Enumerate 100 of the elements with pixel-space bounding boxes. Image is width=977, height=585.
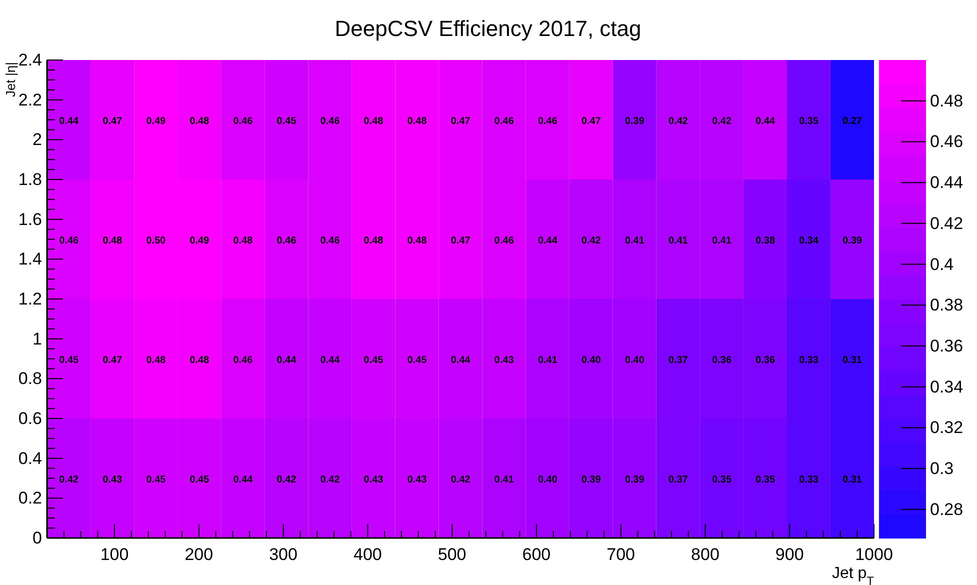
data-label: 0.31 [842, 474, 862, 486]
data-label: 0.47 [102, 116, 122, 127]
x-tick-label: 1000 [855, 545, 893, 564]
x-tick-label: 900 [775, 545, 804, 564]
data-label: 0.48 [364, 235, 384, 246]
data-label: 0.42 [450, 474, 471, 486]
data-label: 0.48 [190, 354, 210, 366]
data-label: 0.50 [146, 235, 166, 246]
color-bar-label: 0.38 [930, 296, 964, 315]
x-tick-label: 600 [522, 545, 551, 564]
data-label: 0.46 [59, 235, 79, 246]
data-label: 0.43 [407, 474, 428, 486]
data-label: 0.46 [233, 116, 254, 127]
data-label: 0.41 [494, 474, 514, 486]
y-tick-label: 0.8 [18, 369, 42, 388]
data-label: 0.48 [407, 116, 428, 127]
data-label: 0.42 [276, 474, 297, 486]
data-label: 0.43 [494, 354, 514, 366]
data-label: 0.35 [798, 116, 819, 127]
y-tick-label: 1.8 [18, 170, 42, 189]
data-label: 0.41 [538, 354, 558, 366]
x-tick-label: 200 [184, 545, 214, 564]
data-label: 0.42 [712, 116, 732, 127]
data-label: 0.47 [581, 116, 602, 127]
data-label: 0.45 [364, 354, 384, 366]
data-label: 0.36 [712, 354, 732, 366]
x-tick-label: 100 [100, 545, 129, 564]
data-label: 0.49 [146, 116, 166, 127]
data-label: 0.31 [842, 354, 862, 366]
data-label: 0.33 [798, 354, 819, 366]
data-label: 0.48 [190, 116, 210, 127]
color-bar-label: 0.28 [930, 500, 964, 519]
color-bar-label: 0.36 [930, 336, 964, 356]
data-label: 0.42 [59, 474, 79, 486]
data-label: 0.40 [538, 474, 558, 486]
color-bar-label: 0.42 [930, 214, 964, 233]
data-label: 0.46 [538, 116, 558, 127]
color-bar-label: 0.48 [930, 91, 964, 110]
data-label: 0.46 [320, 116, 340, 127]
x-tick-label: 700 [606, 545, 636, 564]
data-label: 0.48 [146, 354, 166, 366]
data-label: 0.43 [364, 474, 384, 486]
data-label: 0.33 [798, 474, 819, 486]
data-label: 0.44 [233, 474, 254, 486]
data-label: 0.42 [581, 235, 602, 246]
data-label: 0.45 [190, 474, 210, 486]
data-label: 0.46 [494, 116, 514, 127]
data-label: 0.48 [102, 235, 122, 246]
y-tick-label: 2.2 [18, 90, 42, 110]
data-label: 0.34 [798, 235, 819, 246]
color-bar-label: 0.46 [930, 132, 964, 152]
data-label: 0.41 [712, 235, 732, 246]
color-bar-label: 0.32 [930, 418, 964, 438]
x-tick-label: 400 [353, 545, 382, 564]
data-label: 0.46 [276, 235, 297, 246]
data-label: 0.35 [755, 474, 776, 486]
data-label: 0.44 [538, 235, 558, 246]
y-tick-label: 0.2 [18, 488, 42, 508]
data-label: 0.37 [668, 474, 688, 486]
y-tick-label: 0 [32, 528, 42, 548]
data-label: 0.47 [450, 116, 471, 127]
data-label: 0.27 [842, 116, 862, 127]
data-label: 0.44 [450, 354, 471, 366]
y-tick-label: 1 [32, 329, 42, 348]
y-tick-label: 1.6 [18, 210, 42, 229]
y-tick-label: 1.2 [18, 290, 42, 308]
data-label: 0.44 [755, 116, 776, 127]
y-tick-label: 2.4 [18, 50, 42, 70]
data-label: 0.35 [712, 474, 732, 486]
data-label: 0.36 [755, 354, 776, 366]
x-tick-label: 500 [438, 545, 466, 564]
data-label: 0.46 [320, 235, 340, 246]
data-label: 0.44 [59, 116, 79, 127]
data-label: 0.40 [581, 354, 602, 366]
data-label: 0.38 [755, 235, 776, 246]
data-label: 0.46 [494, 235, 514, 246]
y-tick-label: 0.6 [18, 409, 42, 428]
data-label: 0.48 [407, 235, 428, 246]
data-label: 0.42 [320, 474, 340, 486]
data-label: 0.47 [450, 235, 471, 246]
color-bar-label: 0.4 [930, 254, 954, 274]
y-axis-title: Jet |η| [3, 62, 18, 97]
y-tick-label: 0.4 [18, 448, 42, 468]
data-label: 0.45 [407, 354, 428, 366]
data-label: 0.45 [59, 354, 79, 366]
x-tick-label: 800 [691, 545, 720, 564]
data-label: 0.49 [190, 235, 210, 246]
data-label: 0.47 [102, 354, 122, 366]
x-tick-label: 300 [269, 545, 298, 564]
data-label: 0.44 [320, 354, 340, 366]
data-label: 0.45 [276, 116, 297, 127]
color-bar-label: 0.34 [930, 377, 964, 396]
data-label: 0.41 [624, 235, 645, 246]
data-label: 0.39 [624, 474, 645, 486]
data-label: 0.39 [842, 235, 862, 246]
data-label: 0.37 [668, 354, 688, 366]
data-label: 0.42 [668, 116, 688, 127]
data-label: 0.48 [364, 116, 384, 127]
color-bar-label: 0.44 [930, 173, 964, 192]
chart-title: DeepCSV Efficiency 2017, ctag [334, 16, 642, 41]
